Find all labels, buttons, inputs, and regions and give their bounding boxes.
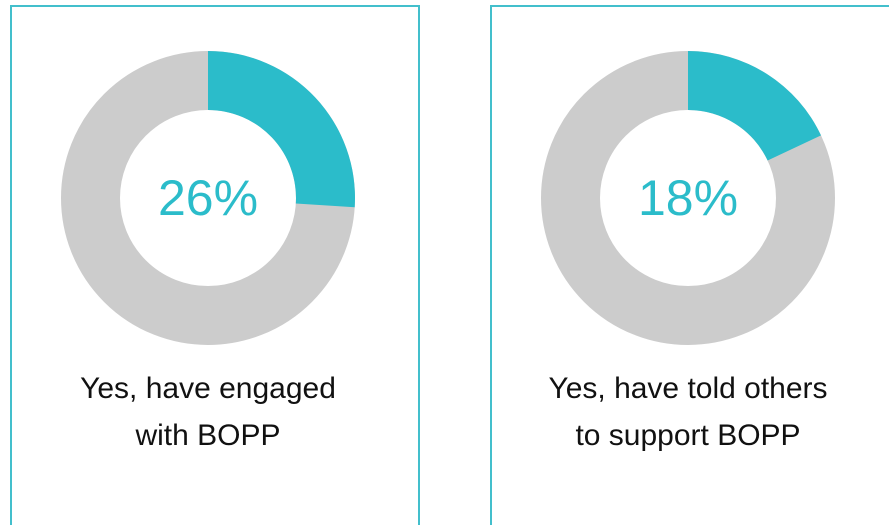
caption: Yes, have told others xyxy=(548,372,827,405)
value-label: 18% xyxy=(638,170,738,226)
panel-frame xyxy=(490,5,889,525)
caption: Yes, have engaged xyxy=(80,372,336,405)
caption: with BOPP xyxy=(134,419,280,452)
donut-segment xyxy=(688,51,822,161)
value-label: 26% xyxy=(158,170,258,226)
caption: to support BOPP xyxy=(575,419,800,452)
panel-frame xyxy=(10,5,420,525)
donut-segment xyxy=(208,51,355,208)
